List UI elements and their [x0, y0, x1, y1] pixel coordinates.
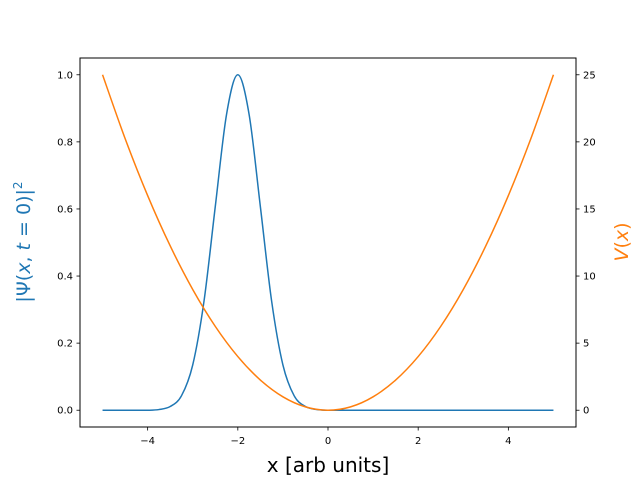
x-tick-label: −4 [140, 436, 155, 447]
series-line-2 [101, 74, 555, 411]
series-line-1 [102, 74, 554, 411]
left-y-tick-label: 0.6 [57, 204, 73, 215]
left-y-tick-label: 0.2 [57, 339, 73, 350]
right-y-tick-label: 10 [583, 272, 596, 283]
left-y-tick-label: 0.4 [57, 272, 73, 283]
right-y-axis: 0 5 10 15 20 25 [576, 70, 596, 417]
right-y-tick-label: 5 [583, 339, 589, 350]
right-y-axis-label: V(x) [611, 222, 633, 261]
right-y-tick-label: 25 [583, 70, 596, 81]
x-tick-label: 4 [505, 436, 511, 447]
left-y-tick-label: 0.0 [57, 406, 73, 417]
x-axis-label: x [arb units] [267, 453, 390, 477]
x-tick-label: 2 [415, 436, 421, 447]
right-y-tick-label: 15 [583, 204, 596, 215]
x-tick-label: −2 [230, 436, 245, 447]
left-y-tick-label: 0.8 [57, 137, 73, 148]
left-y-tick-label: 1.0 [57, 70, 73, 81]
x-axis: −4 −2 0 2 4 [140, 427, 512, 447]
x-tick-label: 0 [325, 436, 331, 447]
series-layer [101, 74, 555, 411]
right-y-tick-label: 20 [583, 137, 596, 148]
left-y-axis-label: |Ψ(x, t = 0)|2 [11, 181, 35, 302]
right-y-tick-label: 0 [583, 406, 589, 417]
left-y-axis: 0.0 0.2 0.4 0.6 0.8 1.0 [57, 70, 80, 417]
